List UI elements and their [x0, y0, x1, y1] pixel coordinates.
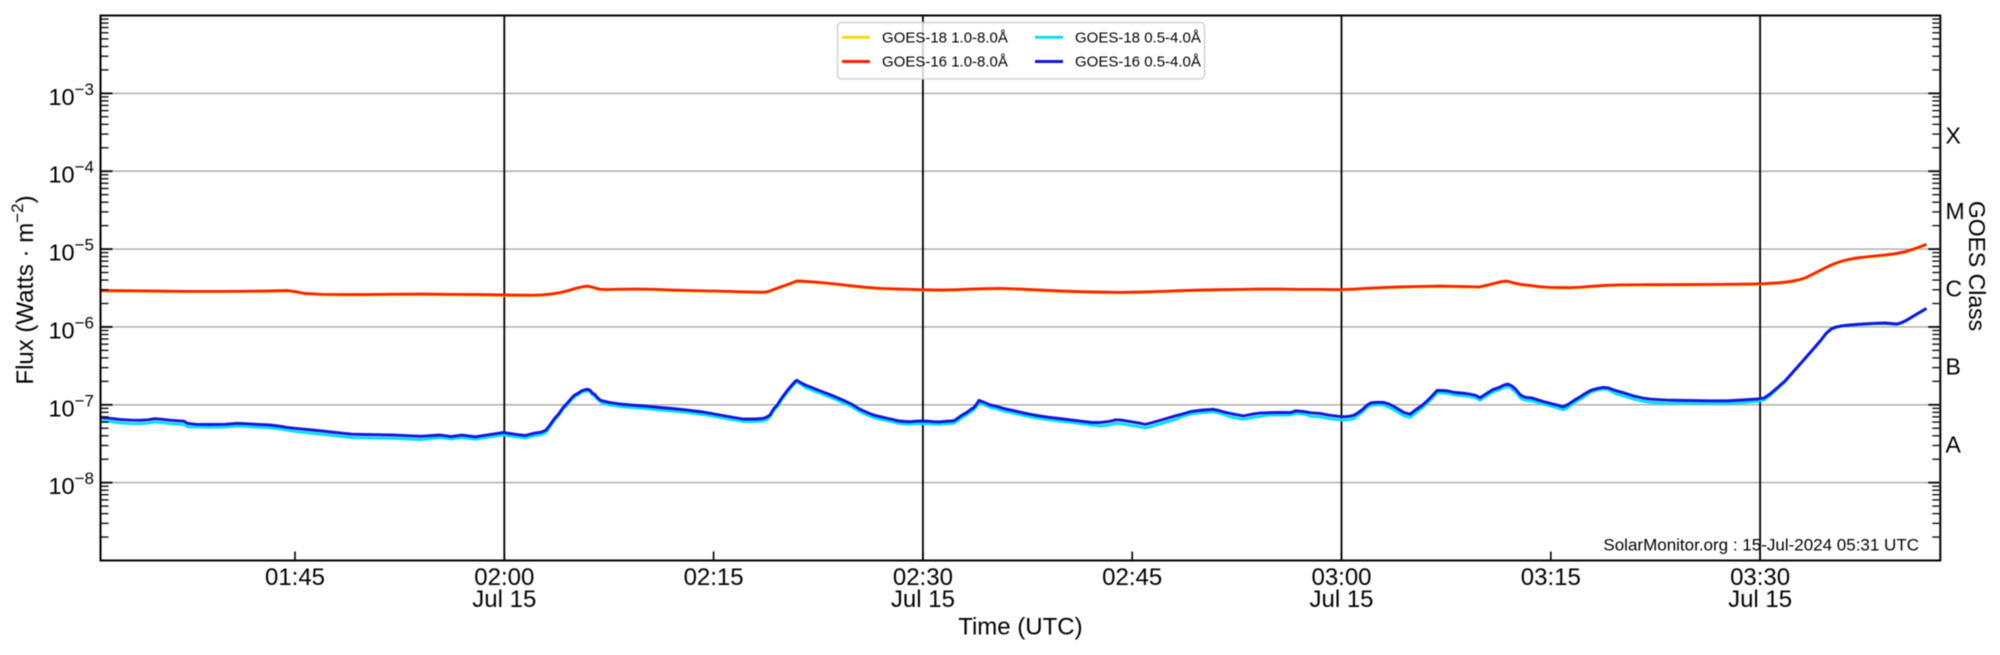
svg-text:01:45: 01:45 [265, 564, 325, 591]
svg-text:GOES-18 0.5-4.0Å: GOES-18 0.5-4.0Å [1075, 30, 1201, 47]
svg-text:03:15: 03:15 [1521, 564, 1581, 591]
svg-text:02:00: 02:00 [474, 564, 534, 591]
svg-text:Jul 15: Jul 15 [891, 586, 955, 613]
svg-text:Time (UTC): Time (UTC) [958, 614, 1082, 641]
svg-text:GOES-16 0.5-4.0Å: GOES-16 0.5-4.0Å [1075, 54, 1201, 71]
svg-text:02:15: 02:15 [684, 564, 744, 591]
svg-text:10−7: 10−7 [48, 391, 94, 421]
svg-text:10−4: 10−4 [48, 158, 94, 188]
svg-text:Jul 15: Jul 15 [1309, 586, 1373, 613]
svg-text:GOES-18 1.0-8.0Å: GOES-18 1.0-8.0Å [882, 30, 1008, 47]
svg-text:Jul 15: Jul 15 [472, 586, 536, 613]
svg-text:03:00: 03:00 [1311, 564, 1371, 591]
svg-text:A: A [1946, 431, 1962, 457]
svg-text:GOES-16 1.0-8.0Å: GOES-16 1.0-8.0Å [882, 54, 1008, 71]
svg-text:Jul 15: Jul 15 [1728, 586, 1792, 613]
svg-text:GOES Class: GOES Class [1964, 201, 1990, 331]
svg-text:SolarMonitor.org : 15-Jul-2024: SolarMonitor.org : 15-Jul-2024 05:31 UTC [1603, 536, 1919, 555]
svg-text:Flux (Watts · m−2): Flux (Watts · m−2) [8, 195, 39, 384]
svg-text:M: M [1946, 198, 1965, 224]
svg-text:02:45: 02:45 [1102, 564, 1162, 591]
svg-text:03:30: 03:30 [1730, 564, 1790, 591]
svg-text:X: X [1946, 122, 1961, 148]
svg-text:C: C [1946, 276, 1963, 302]
svg-text:02:30: 02:30 [893, 564, 953, 591]
svg-text:B: B [1946, 354, 1961, 380]
